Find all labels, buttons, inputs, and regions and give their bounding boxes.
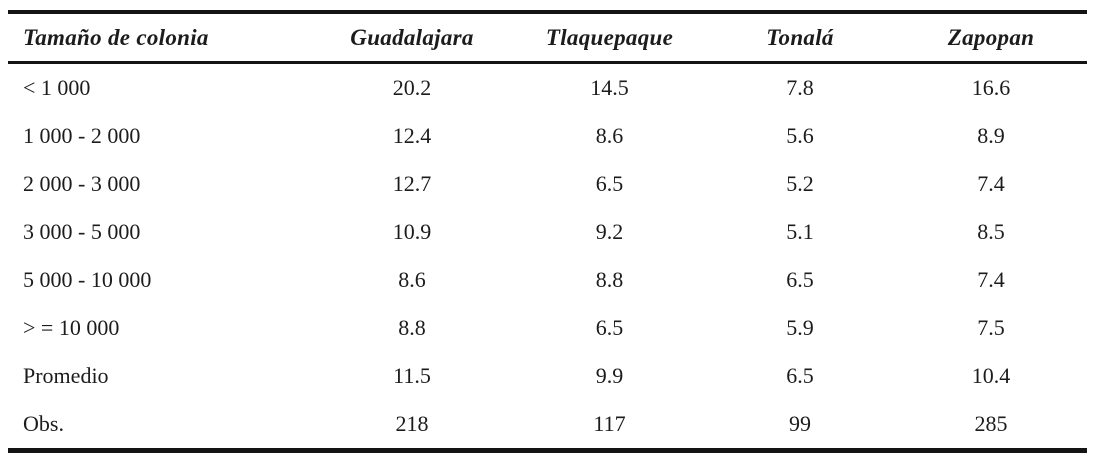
value-cell: 218: [395, 411, 429, 436]
column-header-tlaquepaque: Tlaquepaque: [514, 12, 705, 64]
value-cell: 10.9: [392, 219, 432, 244]
value-cell: 8.5: [977, 219, 1005, 244]
row-label-cell: 1 000 - 2 000: [23, 123, 141, 148]
row-label-cell: Obs.: [23, 411, 64, 436]
value-cell: 20.2: [392, 75, 432, 100]
value-cell: 99: [789, 411, 811, 436]
value-cell: 5.2: [786, 171, 814, 196]
value-cell: 11.5: [393, 363, 431, 388]
value-cell: 7.5: [977, 315, 1005, 340]
table-row: 5 000 - 10 000 8.6 8.8 6.5 7.4: [8, 256, 1087, 304]
value-cell: 9.2: [595, 219, 624, 244]
value-cell: 8.9: [977, 123, 1005, 148]
table-row: Promedio 11.5 9.9 6.5 10.4: [8, 352, 1087, 400]
row-label-cell: 2 000 - 3 000: [23, 171, 141, 196]
value-cell: 285: [974, 411, 1008, 436]
value-cell: 12.7: [392, 171, 432, 196]
value-cell: 8.6: [595, 123, 624, 148]
value-cell: 7.8: [786, 75, 814, 100]
value-cell: 5.9: [786, 315, 814, 340]
value-cell: 8.6: [398, 267, 426, 292]
value-cell: 10.4: [971, 363, 1011, 388]
value-cell: 8.8: [595, 267, 624, 292]
value-cell: 8.8: [398, 315, 426, 340]
table-row: < 1 000 20.2 14.5 7.8 16.6: [8, 63, 1087, 113]
row-label-cell: > = 10 000: [23, 315, 120, 340]
colony-size-table: Tamaño de colonia Guadalajara Tlaquepaqu…: [8, 10, 1087, 453]
value-cell: 5.1: [786, 219, 814, 244]
value-cell: 6.5: [786, 363, 814, 388]
table-row: 3 000 - 5 000 10.9 9.2 5.1 8.5: [8, 208, 1087, 256]
value-cell: 6.5: [595, 171, 624, 196]
row-label-cell: 3 000 - 5 000: [23, 219, 141, 244]
value-cell: 7.4: [977, 171, 1005, 196]
row-label-cell: < 1 000: [23, 75, 91, 100]
table-row: > = 10 000 8.8 6.5 5.9 7.5: [8, 304, 1087, 352]
table-row: Obs. 218 117 99 285: [8, 400, 1087, 451]
value-cell: 5.6: [786, 123, 814, 148]
value-cell: 14.5: [590, 75, 629, 100]
value-cell: 9.9: [595, 363, 624, 388]
column-header-zapopan: Zapopan: [895, 12, 1087, 64]
column-header-colony-size: Tamaño de colonia: [8, 12, 310, 64]
value-cell: 6.5: [595, 315, 624, 340]
value-cell: 7.4: [977, 267, 1005, 292]
table-row: 1 000 - 2 000 12.4 8.6 5.6 8.9: [8, 112, 1087, 160]
table-row: 2 000 - 3 000 12.7 6.5 5.2 7.4: [8, 160, 1087, 208]
row-label-cell: 5 000 - 10 000: [23, 267, 152, 292]
column-header-guadalajara: Guadalajara: [310, 12, 514, 64]
value-cell: 12.4: [392, 123, 432, 148]
value-cell: 6.5: [786, 267, 814, 292]
value-cell: 117: [593, 411, 626, 436]
header-row: Tamaño de colonia Guadalajara Tlaquepaqu…: [8, 12, 1087, 64]
value-cell: 16.6: [971, 75, 1011, 100]
row-label-cell: Promedio: [23, 363, 109, 388]
column-header-tonala: Tonalá: [705, 12, 895, 64]
